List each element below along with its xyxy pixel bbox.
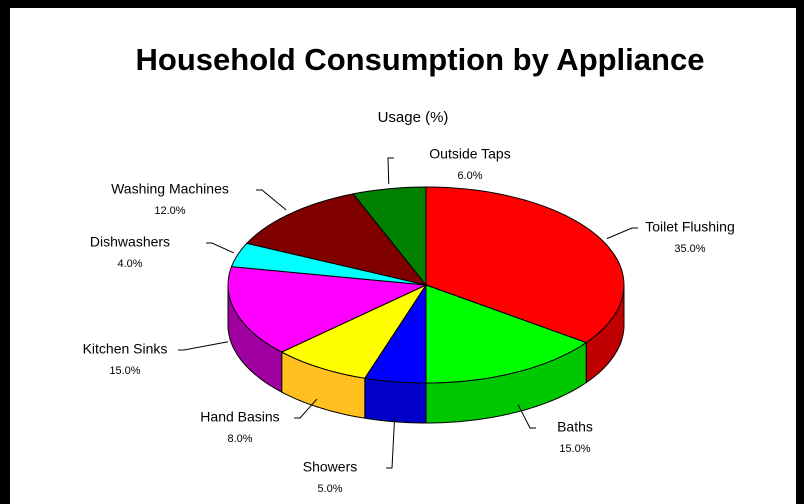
slice-label: Kitchen Sinks: [83, 341, 168, 357]
leader-line: [294, 398, 318, 419]
value-label: 15.0%: [109, 365, 140, 377]
leader-line: [386, 418, 396, 469]
chart-title: Household Consumption by Appliance: [136, 42, 705, 77]
chart-subtitle: Usage (%): [378, 109, 449, 126]
slice-label: Hand Basins: [200, 409, 279, 425]
leader-line: [206, 242, 235, 254]
value-label: 15.0%: [559, 443, 590, 455]
value-label: 12.0%: [154, 205, 185, 217]
value-label: 8.0%: [227, 433, 252, 445]
leader-line: [387, 157, 394, 185]
value-label: 6.0%: [457, 170, 482, 182]
value-label: 35.0%: [674, 243, 705, 255]
slice: [352, 186, 427, 287]
slice: [425, 186, 625, 344]
leader-line: [178, 341, 229, 351]
slice: [425, 284, 588, 384]
slice-label: Outside Taps: [429, 146, 510, 162]
slice-label: Washing Machines: [111, 181, 229, 197]
leader-line: [517, 404, 536, 429]
value-label: 5.0%: [317, 483, 342, 495]
slice: [227, 266, 428, 353]
slice-label: Baths: [557, 419, 593, 435]
slice: [363, 283, 427, 384]
slice: [280, 283, 428, 379]
slice: [245, 193, 428, 286]
leader-line: [256, 189, 287, 211]
value-label: 4.0%: [117, 258, 142, 270]
leader-line: [606, 227, 638, 240]
slice-label: Toilet Flushing: [645, 219, 735, 235]
slice-label: Dishwashers: [90, 234, 170, 250]
slice: [230, 242, 427, 286]
slice-side: [364, 377, 427, 424]
slice-label: Showers: [303, 459, 357, 475]
